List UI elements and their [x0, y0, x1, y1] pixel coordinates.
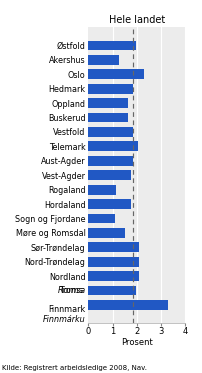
- Text: Finnmark: Finnmark: [48, 305, 85, 314]
- Bar: [88, 228, 124, 238]
- Bar: [88, 170, 130, 180]
- Bar: [88, 199, 130, 209]
- Bar: [88, 213, 114, 223]
- Bar: [88, 113, 128, 122]
- Bar: [88, 286, 135, 295]
- Bar: [88, 84, 133, 94]
- Text: Kilde: Registrert arbeidsledige 2008, Nav.: Kilde: Registrert arbeidsledige 2008, Na…: [2, 365, 146, 371]
- X-axis label: Prosent: Prosent: [120, 338, 152, 347]
- Text: Troms: Troms: [59, 286, 85, 295]
- Bar: [88, 242, 139, 252]
- Bar: [88, 69, 143, 79]
- Bar: [88, 55, 118, 65]
- Bar: [88, 41, 135, 50]
- Title: Hele landet: Hele landet: [108, 15, 164, 25]
- Bar: [88, 98, 128, 108]
- Bar: [88, 300, 167, 310]
- Bar: [88, 271, 139, 281]
- Bar: [88, 185, 116, 194]
- Bar: [88, 257, 139, 267]
- Bar: [88, 141, 137, 151]
- Bar: [88, 156, 133, 166]
- Text: Finnmárku: Finnmárku: [42, 305, 85, 324]
- Text: Romsa: Romsa: [38, 286, 85, 295]
- Bar: [88, 127, 133, 137]
